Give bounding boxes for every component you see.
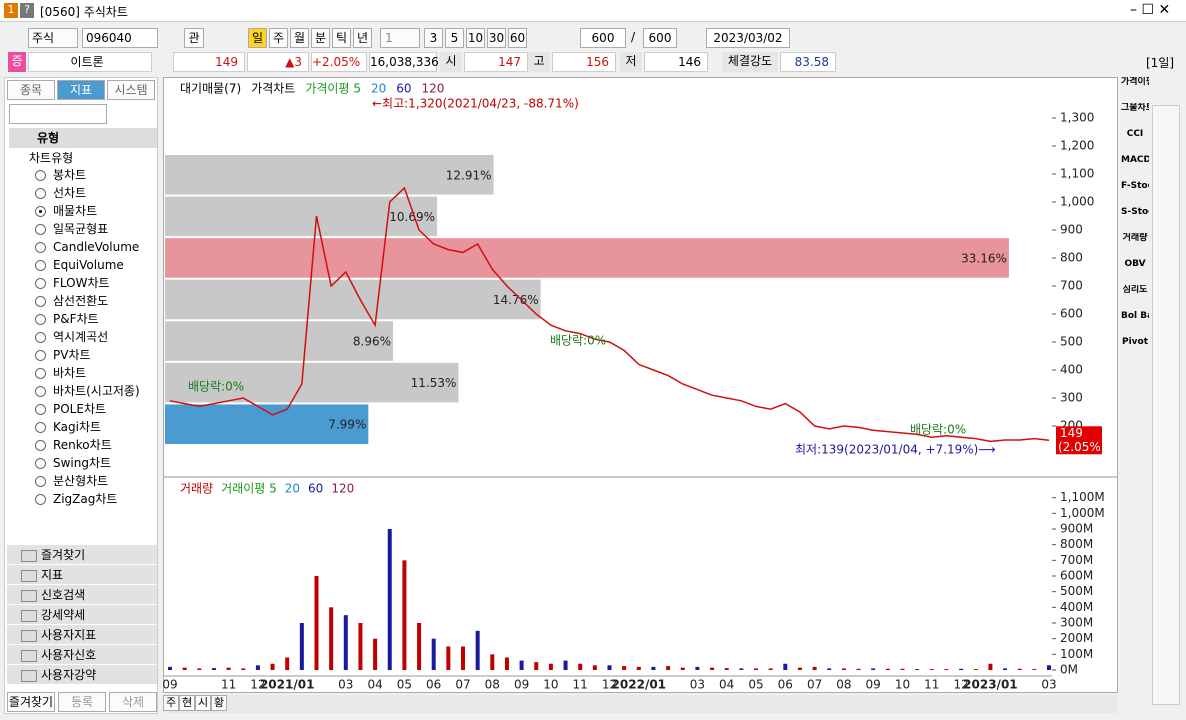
chart-type-item[interactable]: CandleVolume [5, 238, 155, 256]
period-button[interactable]: 틱 [332, 28, 351, 48]
period-button[interactable]: 30 [487, 28, 506, 48]
high: 156 [552, 52, 616, 72]
indicator-button[interactable]: Pivot [1121, 337, 1149, 347]
window-title: [0560] 주식차트 [40, 5, 128, 19]
chart-area [163, 77, 1118, 693]
menu-item[interactable]: 즐겨찾기 [7, 545, 157, 565]
search-input[interactable] [9, 104, 107, 124]
period-button[interactable]: 3 [424, 28, 443, 48]
chart-type-list: 봉차트 선차트 매물차트 일목균형표 CandleVolume EquiVolume FLO… [5, 166, 155, 508]
code-input[interactable]: 096040 [82, 28, 158, 48]
open-label: 시 [440, 52, 462, 72]
bottom-tab[interactable]: 현 [179, 695, 195, 711]
chart-type-item[interactable]: 역시계곡선 [5, 328, 155, 346]
low-label: 저 [620, 52, 642, 72]
open: 147 [464, 52, 528, 72]
stock-name: 이트론 [28, 52, 152, 72]
indicator-button[interactable]: OBV [1124, 259, 1146, 269]
badge: 증 [8, 52, 26, 72]
count-input[interactable]: 600 [580, 28, 626, 48]
period-button[interactable]: 주 [269, 28, 288, 48]
chart-type-item[interactable]: EquiVolume [5, 256, 155, 274]
menu-item[interactable]: 사용자지표 [7, 625, 157, 645]
menu-item[interactable]: 신호검색 [7, 585, 157, 605]
change: ▲3 [247, 52, 309, 72]
chart-type-item[interactable]: 바차트(시고저종) [5, 382, 155, 400]
chart-type-item[interactable]: Renko차트 [5, 436, 155, 454]
chart-type-item[interactable]: 일목균형표 [5, 220, 155, 238]
panel-tab[interactable]: 종목 [7, 80, 55, 100]
indicator-button[interactable]: 거래량 [1122, 233, 1148, 243]
group-title: 차트유형 [29, 151, 74, 165]
date-input[interactable]: 2023/03/02 [706, 28, 790, 48]
period-button[interactable]: 월 [290, 28, 309, 48]
indicator-tools: 가격이평그물차트 CCI MACD F-Stoc S-Stoc 거래량 OBV 심리도 Bol … [1121, 77, 1149, 357]
strength: 83.58 [780, 52, 836, 72]
bottom-tab[interactable]: 황 [211, 695, 227, 711]
chart-type-item[interactable]: 분산형차트 [5, 472, 155, 490]
chart-type-item[interactable]: 삼선전환도 [5, 292, 155, 310]
total-input[interactable]: 600 [643, 28, 677, 48]
period-button[interactable]: 5 [445, 28, 464, 48]
drawing-tools [1152, 105, 1180, 705]
chart-type-item[interactable]: Swing차트 [5, 454, 155, 472]
bottom-tab[interactable]: 시 [195, 695, 211, 711]
indicator-button[interactable]: MACD [1121, 155, 1149, 165]
menu-item[interactable]: 지표 [7, 565, 157, 585]
chart-type-item[interactable]: 봉차트 [5, 166, 155, 184]
chart-type-item[interactable]: Kagi차트 [5, 418, 155, 436]
low: 146 [644, 52, 708, 72]
window-controls[interactable]: – ☐ ✕ [1130, 2, 1171, 18]
info-bar: 증 이트론 149 ▲3 +2.05% 16,038,336 시 147 고 156 저 146 체결강… [0, 52, 1186, 74]
volume: 16,038,336 [369, 52, 439, 72]
period: [1일] [1146, 56, 1175, 70]
section-title: 유형 [9, 128, 157, 148]
market-select[interactable]: 주식 [28, 28, 78, 48]
chart-type-item[interactable]: FLOW차트 [5, 274, 155, 292]
chart-type-item[interactable]: ZigZag차트 [5, 490, 155, 508]
strength-label: 체결강도 [722, 52, 778, 72]
menu-item[interactable]: 강세약세 [7, 605, 157, 625]
chart-type-item[interactable]: PV차트 [5, 346, 155, 364]
menu-item[interactable]: 사용자강약 [7, 665, 157, 685]
period-button[interactable]: 분 [311, 28, 330, 48]
indicator-button[interactable]: CCI [1126, 129, 1144, 139]
indicator-button[interactable]: S-Stoc [1121, 207, 1149, 217]
toolbar: 주식 096040 관 일 주 월 분 틱 년 1 3 5 10 30 60 600 / 600 2023/03/0… [0, 26, 1186, 50]
indicator-button[interactable]: 심리도 [1122, 285, 1148, 295]
panel-tab[interactable]: 시스템 [107, 80, 155, 100]
chart-type-item[interactable]: POLE차트 [5, 400, 155, 418]
high-label: 고 [528, 52, 550, 72]
period-button[interactable]: 관 [184, 28, 204, 48]
left-panel: 종목 지표 시스템 유형 차트유형 봉차트 선차트 매물차트 일목균형표 CandleVolume… [4, 77, 158, 714]
chart-type-item[interactable]: 매물차트 [5, 202, 155, 220]
bottom-tab[interactable]: 주 [163, 695, 179, 711]
rate: +2.05% [311, 52, 367, 72]
chart-type-item[interactable]: 선차트 [5, 184, 155, 202]
footer-button[interactable]: 등록 [58, 692, 106, 712]
menu-item[interactable]: 사용자신호 [7, 645, 157, 665]
period-button[interactable]: 년 [353, 28, 372, 48]
chart-type-item[interactable]: P&F차트 [5, 310, 155, 328]
panel-tab[interactable]: 지표 [57, 80, 105, 100]
indicator-button[interactable]: 가격이평 [1121, 77, 1149, 87]
indicator-button[interactable]: Bol Band [1121, 311, 1149, 321]
indicator-button[interactable]: 그물차트 [1121, 103, 1149, 113]
menu-list: 즐겨찾기 지표 신호검색 강세약세 사용자지표 사용자신호 사용자강약 [7, 545, 157, 685]
slash: / [631, 30, 636, 44]
period-button[interactable]: 60 [508, 28, 527, 48]
chart-type-item[interactable]: 바차트 [5, 364, 155, 382]
period-button[interactable]: 일 [248, 28, 267, 48]
price: 149 [173, 52, 245, 72]
footer-button[interactable]: 삭제 [109, 692, 157, 712]
unit-select[interactable]: 1 [380, 28, 420, 48]
title-bar: 1 ? [0560] 주식차트 – ☐ ✕ [0, 0, 1186, 22]
indicator-button[interactable]: F-Stoc [1121, 181, 1149, 191]
footer-button[interactable]: 즐겨찾기 [7, 692, 55, 712]
period-button[interactable]: 10 [466, 28, 485, 48]
